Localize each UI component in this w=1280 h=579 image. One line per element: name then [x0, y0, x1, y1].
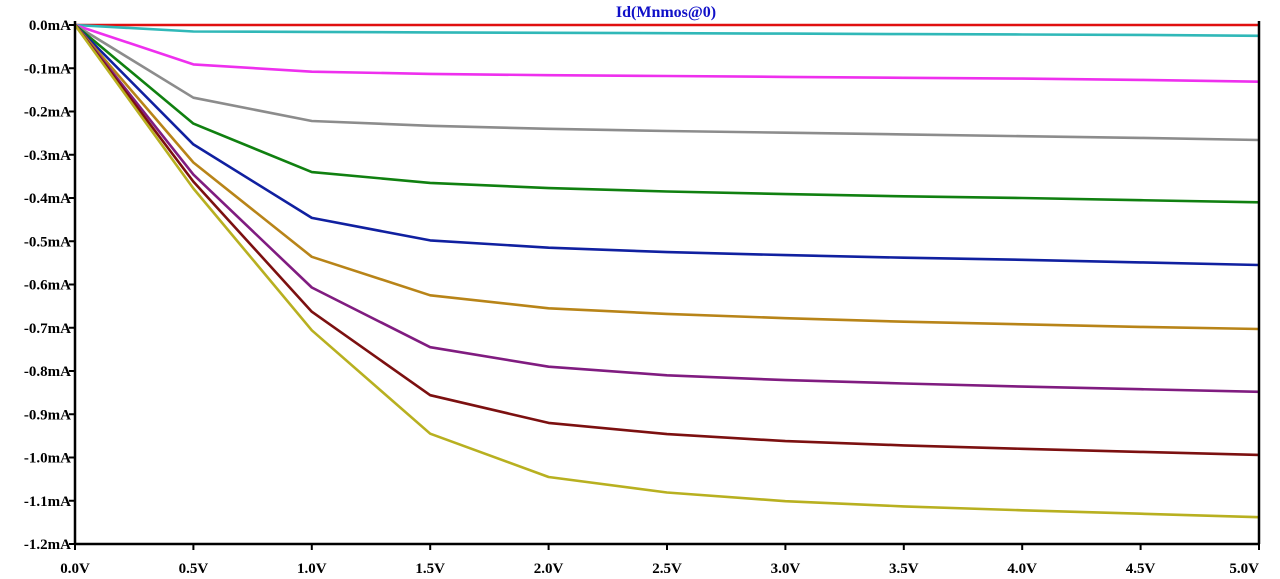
series-line-3 — [74, 23, 1260, 142]
y-tick-label: -0.7mA — [24, 321, 71, 337]
x-tick-label: 2.0V — [534, 561, 564, 577]
x-tick-label: 0.5V — [179, 561, 209, 577]
series-line-9 — [73, 24, 1260, 519]
series-line-6 — [74, 24, 1260, 331]
y-tick-label: -0.9mA — [24, 407, 71, 423]
series-line-7 — [73, 24, 1260, 394]
x-tick-label: 4.5V — [1126, 561, 1156, 577]
series-line-8 — [73, 24, 1260, 457]
x-tick-label: 0.0V — [60, 561, 90, 577]
axes-layer — [73, 21, 1261, 546]
series-line-5 — [74, 24, 1260, 267]
series-line-2 — [74, 23, 1260, 83]
y-tick-label: -0.2mA — [24, 105, 71, 121]
ticks-layer: 0.0mA -0.1mA -0.2mA -0.3mA -0.4mA -0.5mA -0.6m… — [24, 18, 1260, 577]
series-layer — [73, 23, 1260, 519]
x-tick-label: 3.5V — [889, 561, 919, 577]
y-tick-label: -0.8mA — [24, 364, 71, 380]
y-tick-label: -0.3mA — [24, 148, 71, 164]
x-tick-label: 1.0V — [297, 561, 327, 577]
y-tick-label: -1.0mA — [24, 451, 71, 467]
y-tick-label: -1.1mA — [24, 494, 71, 510]
series-line-4 — [74, 24, 1260, 204]
x-tick-label: 5.0V — [1229, 561, 1259, 577]
y-tick-label: 0.0mA — [29, 18, 71, 34]
x-tick-label: 4.0V — [1007, 561, 1037, 577]
y-tick-label: -0.4mA — [24, 191, 71, 207]
series-line-1 — [74, 23, 1260, 38]
y-tick-label: -0.6mA — [24, 278, 71, 294]
y-tick-label: -0.1mA — [24, 61, 71, 77]
x-tick-label: 3.0V — [771, 561, 801, 577]
y-tick-label: -0.5mA — [24, 234, 71, 250]
y-tick-label: -1.2mA — [24, 537, 71, 553]
x-tick-label: 1.5V — [415, 561, 445, 577]
chart-title: Id(Mnmos@0) — [616, 4, 716, 21]
x-tick-label: 2.5V — [652, 561, 682, 577]
